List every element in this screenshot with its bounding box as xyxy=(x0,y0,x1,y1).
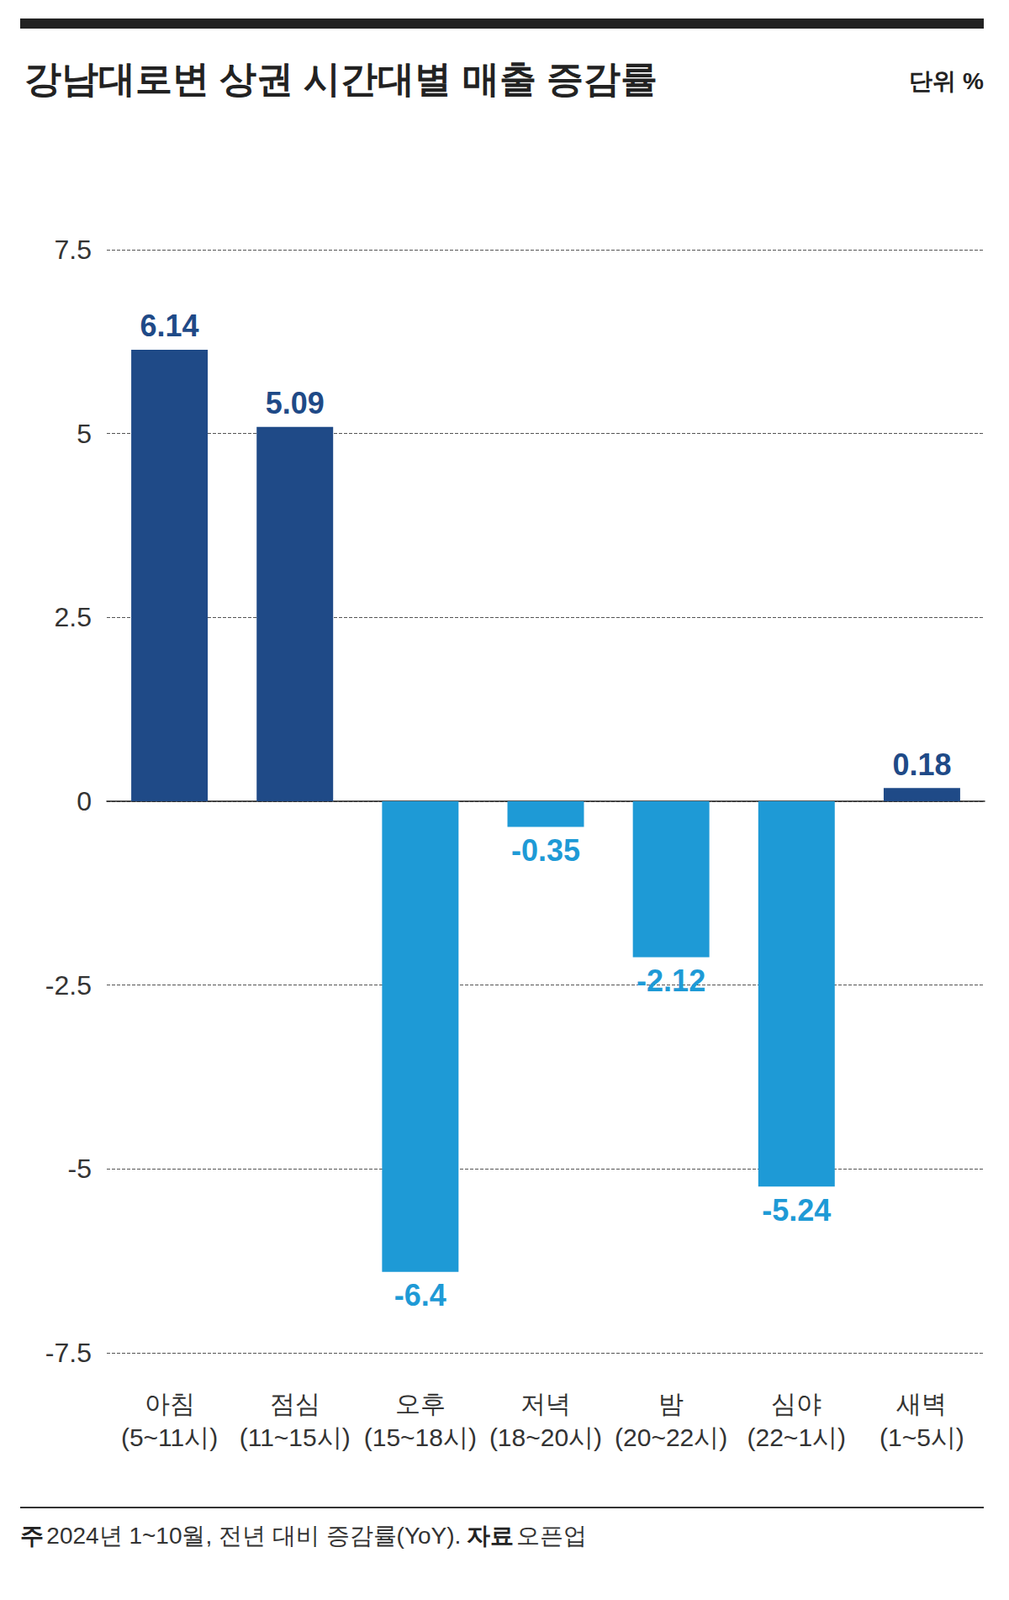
svg-text:아침: 아침 xyxy=(144,1389,196,1418)
svg-text:(20~22시): (20~22시) xyxy=(614,1423,728,1452)
svg-text:(15~18시): (15~18시) xyxy=(364,1423,477,1452)
svg-text:7.5: 7.5 xyxy=(54,234,92,265)
svg-text:(1~5시): (1~5시) xyxy=(879,1423,965,1452)
svg-text:강남대로변 상권 시간대별 매출 증감률: 강남대로변 상권 시간대별 매출 증감률 xyxy=(24,58,658,100)
svg-text:5.09: 5.09 xyxy=(265,385,325,421)
svg-text:저녁: 저녁 xyxy=(520,1389,571,1418)
svg-text:(5~11시): (5~11시) xyxy=(121,1423,218,1452)
svg-text:점심: 점심 xyxy=(269,1389,321,1418)
svg-text:단위 %: 단위 % xyxy=(908,68,984,95)
svg-text:-2.5: -2.5 xyxy=(45,970,92,1001)
svg-text:자료: 자료 xyxy=(466,1522,514,1549)
svg-text:2.5: 2.5 xyxy=(54,602,92,633)
svg-text:(11~15시): (11~15시) xyxy=(239,1423,351,1452)
svg-text:0: 0 xyxy=(76,786,92,817)
svg-text:(22~1시): (22~1시) xyxy=(747,1423,847,1452)
svg-text:-0.35: -0.35 xyxy=(511,833,581,868)
svg-text:-7.5: -7.5 xyxy=(45,1337,92,1369)
svg-text:(18~20시): (18~20시) xyxy=(489,1423,603,1452)
svg-text:심야: 심야 xyxy=(771,1389,822,1418)
svg-text:-2.12: -2.12 xyxy=(636,963,706,999)
svg-text:오픈업: 오픈업 xyxy=(516,1522,587,1549)
svg-text:새벽: 새벽 xyxy=(896,1389,947,1418)
svg-text:5: 5 xyxy=(76,418,92,450)
svg-text:-5: -5 xyxy=(68,1153,92,1184)
svg-text:-5.24: -5.24 xyxy=(761,1193,831,1228)
svg-text:0.18: 0.18 xyxy=(892,747,951,782)
svg-text:주: 주 xyxy=(20,1522,44,1549)
svg-text:밤: 밤 xyxy=(658,1389,684,1418)
svg-text:오후: 오후 xyxy=(395,1389,446,1418)
svg-text:6.14: 6.14 xyxy=(140,308,200,344)
svg-text:2024년 1~10월, 전년 대비 증감률(YoY).: 2024년 1~10월, 전년 대비 증감률(YoY). xyxy=(46,1522,461,1549)
svg-text:-6.4: -6.4 xyxy=(394,1278,447,1313)
